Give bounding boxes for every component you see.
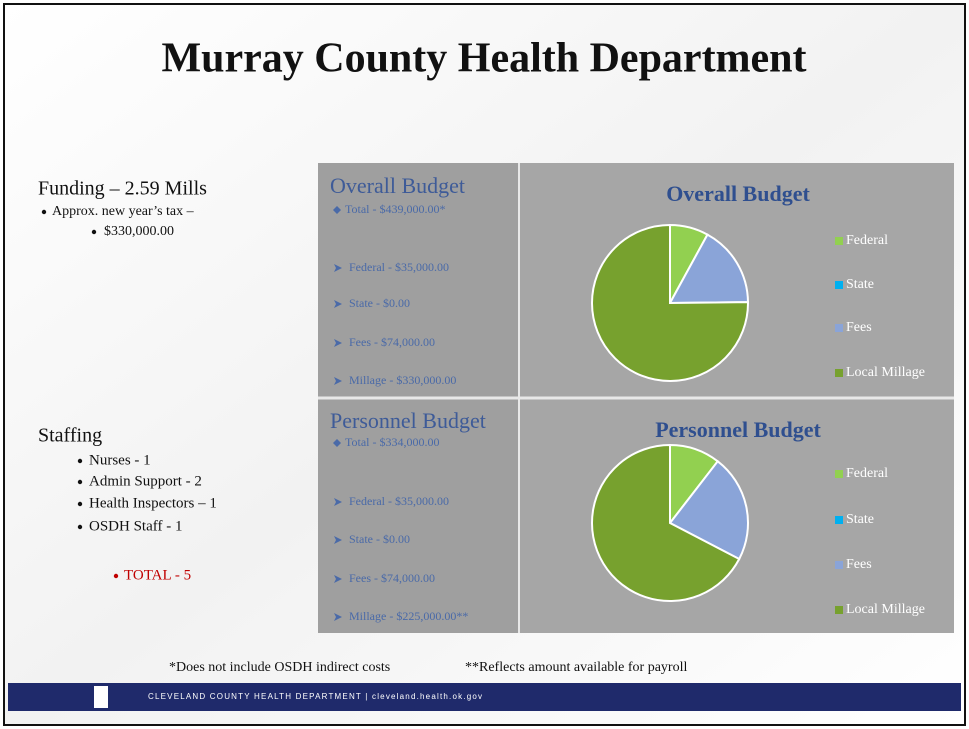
bullet [91,229,97,235]
bullet-text: TOTAL - 5 [124,567,191,583]
heading: Funding – 2.59 Mills [38,178,207,200]
bullet [41,209,47,215]
bullet-text: $330,000.00 [104,224,174,239]
footnote: **Reflects amount available for payroll [465,660,687,675]
legend-label: Federal [846,233,888,248]
panel-heading: Overall Budget [330,173,465,198]
pie-slice [668,233,750,305]
bullet [77,458,83,464]
legend-swatch [835,324,843,332]
legend-label: Federal [846,466,888,481]
bullet [334,575,342,583]
bullet [334,377,342,385]
chart-title: Overall Budget [666,181,810,206]
bullet [77,501,83,507]
bullet [334,613,342,621]
bullet [333,439,341,447]
panel-item: Fees - $74,000.00 [349,571,435,585]
panel-item: Millage - $330,000.00 [349,373,456,387]
legend-label: State [846,512,874,527]
bullet [334,339,342,347]
panel-heading: Personnel Budget [330,408,486,433]
panel-item: State - $0.00 [349,296,410,310]
legend-swatch [835,470,843,478]
legend-label: Fees [846,557,872,572]
legend-swatch [835,281,843,289]
bullet [113,573,119,579]
slide-title: Murray County Health Department [161,36,806,82]
legend-swatch [835,237,843,245]
footer-bar [8,683,961,711]
bullet [77,524,83,530]
bullet-text: OSDH Staff - 1 [89,518,182,534]
legend-swatch [835,369,843,377]
panel-item: Federal - $35,000.00 [349,260,449,274]
legend-swatch [835,516,843,524]
bullet-text: Admin Support - 2 [89,473,202,489]
bullet-text: Health Inspectors – 1 [89,495,217,511]
bullet [334,498,342,506]
legend-label: Fees [846,320,872,335]
bullet [334,264,342,272]
panel-item: Federal - $35,000.00 [349,494,449,508]
chart-title: Personnel Budget [655,417,821,442]
legend-swatch [835,606,843,614]
legend-label: Local Millage [846,602,925,617]
pie-slice [591,443,741,602]
pie-slice [591,223,749,382]
panel-total: Total - $334,000.00 [345,435,439,449]
panel-total: Total - $439,000.00* [345,202,445,216]
bullet [334,300,342,308]
panel-item: Fees - $74,000.00 [349,335,435,349]
legend-label: Local Millage [846,365,925,380]
bullet [333,206,341,214]
panel-item: Millage - $225,000.00** [349,609,468,623]
bullet-text: Approx. new year’s tax – [52,204,195,219]
footnote: *Does not include OSDH indirect costs [169,660,390,675]
legend-swatch [835,561,843,569]
pie-slice [668,459,749,561]
footer-logo [94,686,108,708]
bullet [77,479,83,485]
heading: Staffing [38,425,102,447]
legend-label: State [846,277,874,292]
panel-item: State - $0.00 [349,532,410,546]
footer-text: CLEVELAND COUNTY HEALTH DEPARTMENT | cle… [148,692,483,701]
bullet-text: Nurses - 1 [89,452,151,468]
bullet [334,536,342,544]
